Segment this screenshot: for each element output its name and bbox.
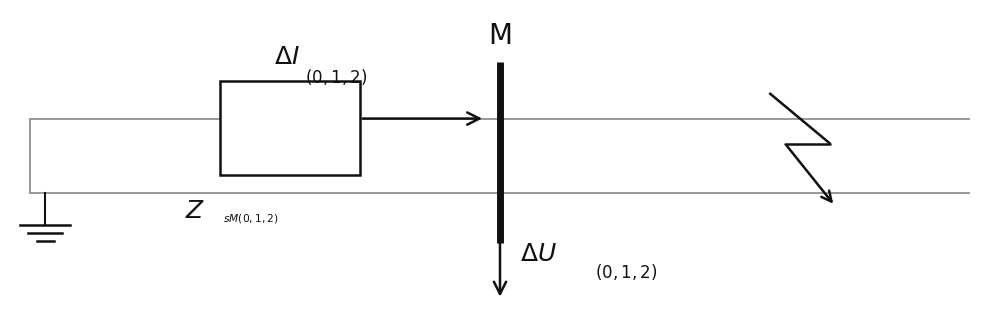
Text: $Z$: $Z$ (185, 200, 205, 223)
Text: $(0,1,2)$: $(0,1,2)$ (595, 262, 657, 282)
Text: $\Delta I$: $\Delta I$ (274, 46, 300, 69)
Bar (220, 81, 360, 175)
Text: $_{sM(0,1,2)}$: $_{sM(0,1,2)}$ (223, 212, 279, 226)
Text: $\Delta U$: $\Delta U$ (520, 243, 557, 266)
Text: $\rm M$: $\rm M$ (488, 23, 512, 50)
Text: $(0,1,2)$: $(0,1,2)$ (305, 67, 367, 87)
